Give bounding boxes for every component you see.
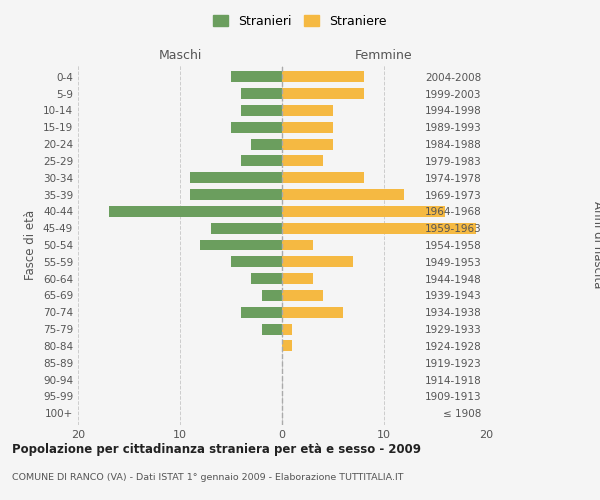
Bar [262,290,282,301]
Bar [282,273,313,284]
Bar [282,122,333,132]
Bar [190,172,282,183]
Bar [282,256,353,268]
Text: Popolazione per cittadinanza straniera per età e sesso - 2009: Popolazione per cittadinanza straniera p… [12,442,421,456]
Bar [282,324,292,334]
Bar [231,256,282,268]
Bar [282,72,364,82]
Bar [231,122,282,132]
Bar [282,189,404,200]
Bar [231,72,282,82]
Bar [251,273,282,284]
Bar [282,307,343,318]
Bar [262,324,282,334]
Bar [282,206,445,217]
Text: Femmine: Femmine [355,50,413,62]
Bar [251,138,282,149]
Bar [241,88,282,99]
Bar [211,222,282,234]
Bar [241,307,282,318]
Bar [282,156,323,166]
Text: Maschi: Maschi [158,50,202,62]
Bar [241,105,282,116]
Bar [282,105,333,116]
Bar [282,138,333,149]
Bar [282,88,364,99]
Bar [282,290,323,301]
Bar [282,172,364,183]
Text: COMUNE DI RANCO (VA) - Dati ISTAT 1° gennaio 2009 - Elaborazione TUTTITALIA.IT: COMUNE DI RANCO (VA) - Dati ISTAT 1° gen… [12,473,404,482]
Bar [282,222,476,234]
Bar [241,156,282,166]
Bar [200,240,282,250]
Bar [282,340,292,351]
Text: Anni di nascita: Anni di nascita [590,202,600,288]
Bar [109,206,282,217]
Y-axis label: Fasce di età: Fasce di età [25,210,37,280]
Legend: Stranieri, Straniere: Stranieri, Straniere [209,11,391,32]
Bar [282,240,313,250]
Bar [190,189,282,200]
